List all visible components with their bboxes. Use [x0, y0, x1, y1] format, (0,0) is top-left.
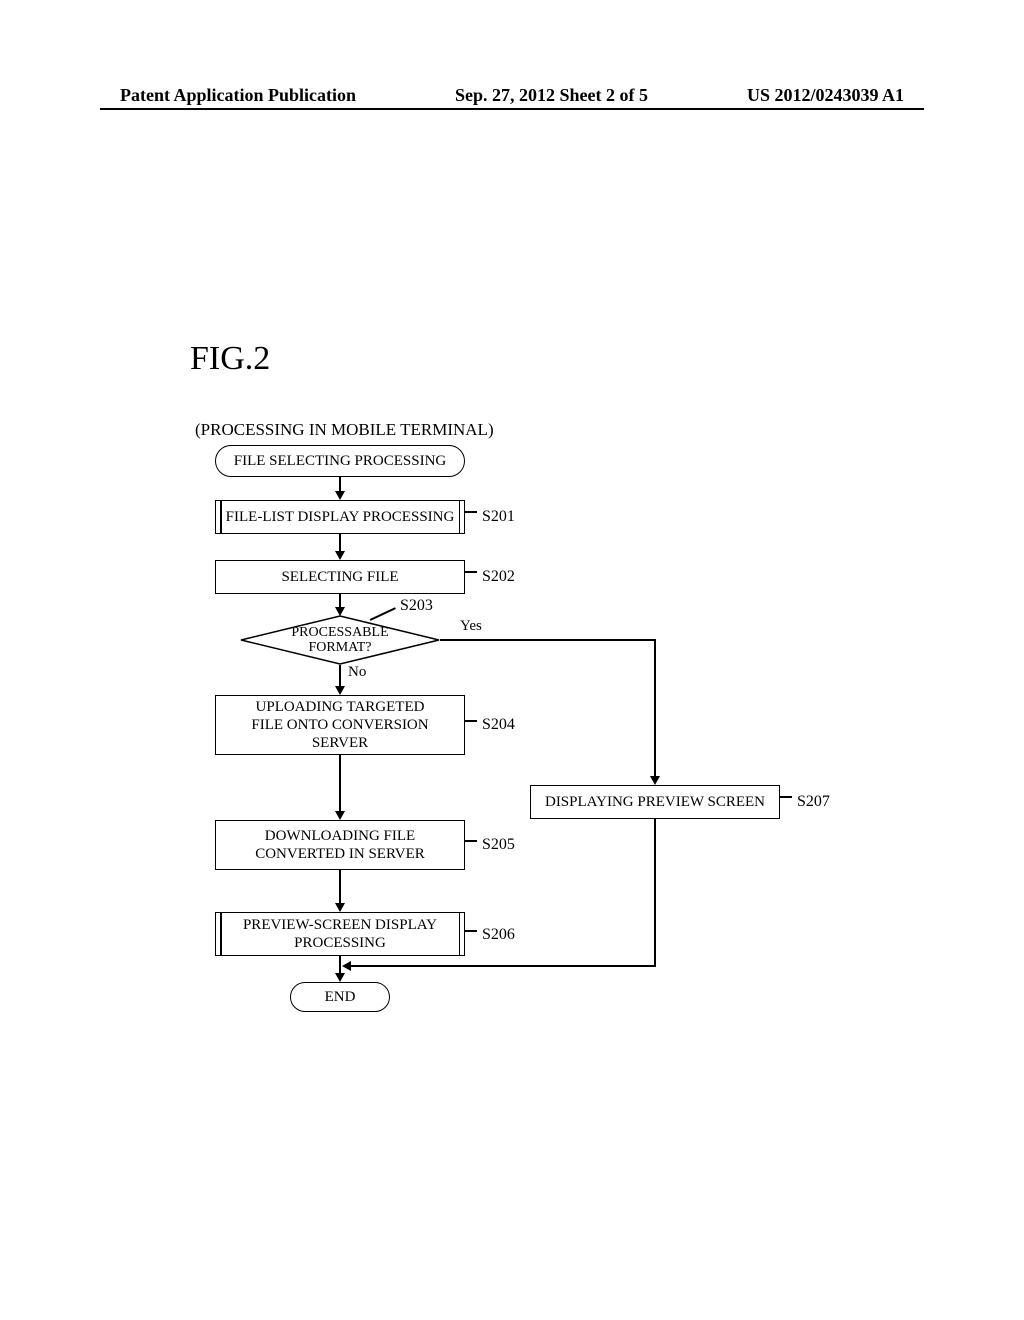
node-s207-text: DISPLAYING PREVIEW SCREEN — [545, 793, 765, 811]
label-tick — [465, 511, 477, 513]
node-s206-text: PREVIEW-SCREEN DISPLAY PROCESSING — [243, 916, 437, 952]
arrow — [339, 665, 341, 687]
label-no: No — [348, 664, 366, 681]
arrow — [339, 956, 341, 974]
node-s204-text: UPLOADING TARGETED FILE ONTO CONVERSION … — [251, 698, 428, 752]
arrow-head — [335, 686, 345, 695]
arrow-head — [335, 811, 345, 820]
node-s201: FILE-LIST DISPLAY PROCESSING — [215, 500, 465, 534]
label-s207: S207 — [797, 793, 830, 811]
label-yes: Yes — [460, 618, 482, 635]
node-s206: PREVIEW-SCREEN DISPLAY PROCESSING — [215, 912, 465, 956]
node-end-text: END — [325, 988, 356, 1006]
arrow — [339, 594, 341, 608]
arrow — [339, 477, 341, 492]
flowchart: FILE SELECTING PROCESSING FILE-LIST DISP… — [0, 0, 1024, 1320]
arrow — [339, 534, 341, 552]
label-tick — [465, 720, 477, 722]
node-s202: SELECTING FILE — [215, 560, 465, 594]
label-tick — [465, 930, 477, 932]
arrow-head — [335, 551, 345, 560]
node-s202-text: SELECTING FILE — [281, 568, 398, 586]
arrow-head — [335, 491, 345, 500]
node-s204: UPLOADING TARGETED FILE ONTO CONVERSION … — [215, 695, 465, 755]
label-s201: S201 — [482, 508, 515, 526]
label-tick — [780, 796, 792, 798]
label-tick — [465, 840, 477, 842]
arrow — [654, 639, 656, 777]
node-s203-text: PROCESSABLE FORMAT? — [291, 625, 388, 656]
label-tick — [465, 571, 477, 573]
node-start: FILE SELECTING PROCESSING — [215, 445, 465, 477]
arrow — [339, 870, 341, 904]
label-s203: S203 — [400, 597, 433, 615]
arrow-head — [342, 961, 351, 971]
node-s205-text: DOWNLOADING FILE CONVERTED IN SERVER — [255, 827, 425, 863]
node-s207: DISPLAYING PREVIEW SCREEN — [530, 785, 780, 819]
arrow — [654, 819, 656, 966]
node-end: END — [290, 982, 390, 1012]
label-s206: S206 — [482, 926, 515, 944]
arrow — [350, 965, 656, 967]
node-s205: DOWNLOADING FILE CONVERTED IN SERVER — [215, 820, 465, 870]
arrow-head — [650, 776, 660, 785]
node-s203: PROCESSABLE FORMAT? — [240, 615, 440, 665]
arrow — [440, 639, 655, 641]
arrow — [339, 755, 341, 812]
arrow-head — [335, 973, 345, 982]
node-s201-text: FILE-LIST DISPLAY PROCESSING — [226, 508, 455, 526]
node-start-text: FILE SELECTING PROCESSING — [234, 452, 447, 470]
arrow-head — [335, 903, 345, 912]
label-s202: S202 — [482, 568, 515, 586]
label-s204: S204 — [482, 716, 515, 734]
label-s205: S205 — [482, 836, 515, 854]
